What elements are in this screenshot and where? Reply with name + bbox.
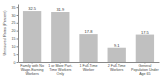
y-tick: 0 — [14, 61, 19, 65]
data-labels: 32.5 31.9 17.8 9.1 17.5 — [28, 6, 149, 48]
y-tick-mark — [17, 62, 19, 63]
x-tick: 1 or More Part-Time WorkersOnly — [48, 62, 73, 76]
y-tick: 15 — [12, 37, 19, 41]
x-tick: 1 Full-TimeWorker — [80, 62, 98, 72]
x-tick-label: Family with NoWage-EarningWorkers — [20, 64, 44, 76]
y-tick-mark — [17, 38, 19, 39]
plot: 0 5 10 15 20 25 30 35 Family with NoWage-Earning… — [12, 5, 160, 77]
x-tick: 2 Full-TimeWorkers — [108, 62, 126, 72]
data-label: 31.9 — [56, 7, 65, 12]
y-tick-mark — [17, 46, 19, 47]
y-tick: 30 — [12, 14, 19, 18]
x-tick: GeneralPopulation UnderAge 65 — [131, 62, 160, 76]
data-label: 17.5 — [141, 30, 150, 35]
y-tick-mark — [17, 23, 19, 24]
bars — [23, 11, 154, 62]
x-tick-label-line: Workers — [25, 72, 39, 76]
x-tick-label-line: Worker — [83, 68, 95, 72]
chart: 0 5 10 15 20 25 30 35 Family with NoWage-Earning… — [0, 0, 162, 80]
y-tick-mark — [17, 31, 19, 32]
x-tick-label-line: Age 65 — [139, 72, 150, 76]
x-tick-label: 1 Full-TimeWorker — [80, 64, 98, 72]
x-tick-label-line: Workers — [110, 68, 124, 72]
y-tick-label: 5 — [14, 53, 16, 57]
bar — [108, 48, 126, 62]
y-axis-line — [18, 5, 19, 63]
y-tick-mark — [17, 54, 19, 55]
x-tick-label: GeneralPopulation UnderAge 65 — [131, 64, 160, 76]
bar — [23, 11, 41, 62]
y-tick-label: 10 — [12, 45, 16, 49]
x-tick-label: 2 Full-TimeWorkers — [108, 64, 126, 72]
y-tick-label: 20 — [12, 29, 16, 33]
y-tick: 25 — [12, 21, 19, 25]
y-tick-label: 35 — [12, 6, 16, 10]
y-tick-label: 25 — [12, 21, 16, 25]
y-tick-mark — [17, 7, 19, 8]
y-tick: 10 — [12, 45, 19, 49]
y-tick-label: 15 — [12, 37, 16, 41]
y-axis-title: Uninsured Rates (Percent) — [3, 10, 7, 56]
x-tick-label-line: Only — [57, 72, 65, 76]
y-tick: 20 — [12, 29, 19, 33]
bar — [79, 34, 97, 62]
y-tick-label: 0 — [14, 61, 16, 65]
data-label: 32.5 — [28, 6, 37, 11]
y-axis: 0 5 10 15 20 25 30 35 — [12, 5, 19, 65]
x-tick: Family with NoWage-EarningWorkers — [20, 62, 44, 76]
y-tick: 35 — [12, 6, 19, 10]
bar — [136, 35, 154, 62]
data-label: 9.1 — [114, 43, 120, 48]
y-tick-mark — [17, 15, 19, 16]
y-tick: 5 — [14, 53, 19, 57]
x-axis: Family with NoWage-EarningWorkers 1 or Mo… — [19, 62, 160, 76]
x-axis-line — [19, 62, 160, 63]
y-tick-label: 30 — [12, 14, 16, 18]
bar — [51, 12, 69, 62]
x-tick-label: 1 or More Part-Time WorkersOnly — [48, 64, 73, 76]
data-label: 17.8 — [85, 29, 94, 34]
